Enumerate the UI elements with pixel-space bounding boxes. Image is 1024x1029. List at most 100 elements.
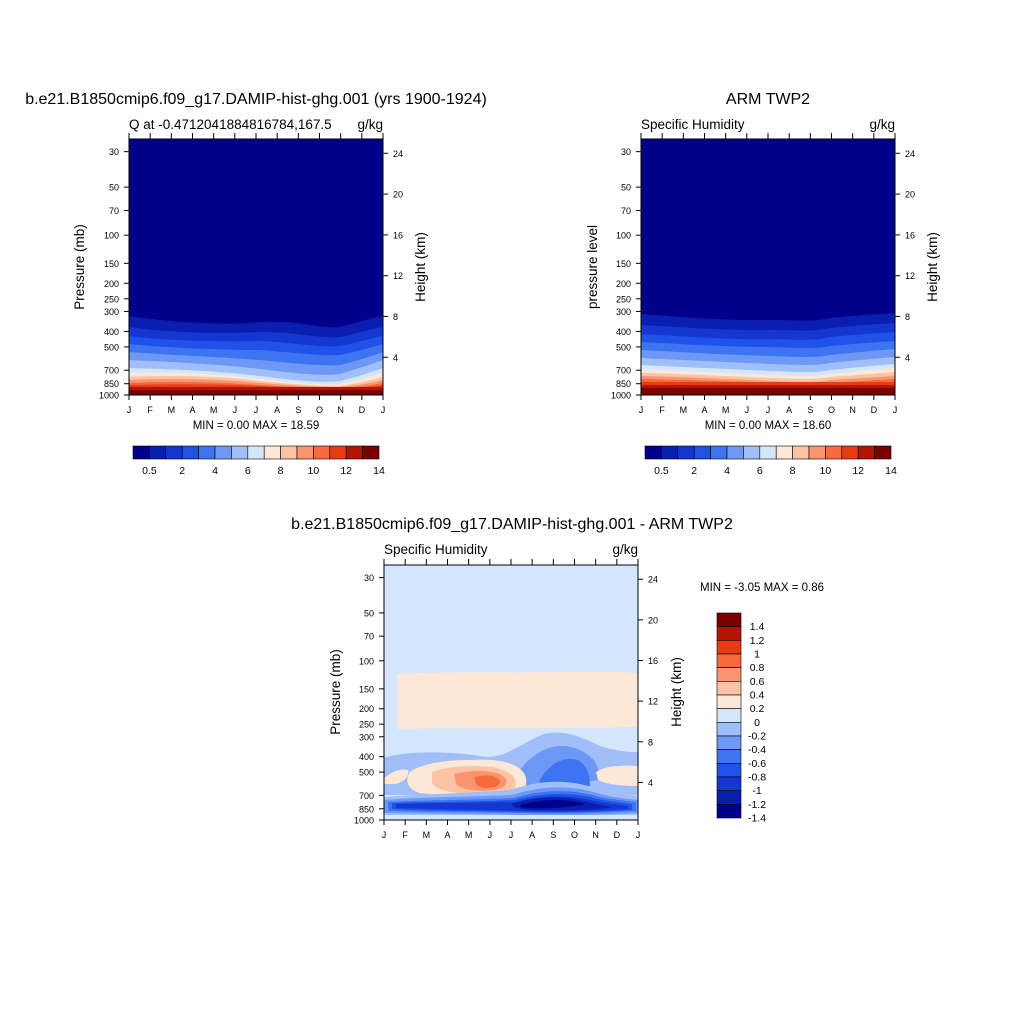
x-tick-label: M (210, 405, 218, 415)
min-max-stats: MIN = 0.00 MAX = 18.59 (193, 420, 320, 432)
x-tick-label: M (168, 405, 176, 415)
colorbar-swatch (716, 626, 742, 641)
y-tick-label: 300 (104, 307, 119, 317)
colorbar-swatch (345, 445, 363, 460)
colorbar-swatch (644, 445, 662, 460)
colorbar-swatch (841, 445, 859, 460)
colorbar-label: 0.5 (654, 465, 669, 477)
y-tick-label: 400 (104, 327, 119, 337)
colorbar-swatch (716, 653, 742, 668)
x-tick-label: J (893, 405, 898, 415)
x-tick-label: A (529, 830, 535, 840)
x-tick-label: O (316, 405, 323, 415)
axis-ticks: 30 50 70 100 150 200 250 300 400 500 700 850 1000 24 2… (354, 559, 658, 840)
colorbar-label: 0.8 (750, 662, 765, 674)
panel-model: b.e21.B1850cmip6.f09_g17.DAMIP-hist-ghg.… (25, 91, 487, 477)
panel-left-subtitle: Specific Humidity (384, 542, 488, 557)
colorbar-label: 12 (852, 465, 864, 477)
x-tick-label: J (488, 830, 493, 840)
colorbar-swatch (181, 445, 199, 460)
colorbar-label: 10 (820, 465, 832, 477)
y-tick-label: 30 (109, 147, 119, 157)
y-tick-label: 850 (359, 804, 374, 814)
x-tick-label: A (701, 405, 707, 415)
colorbar-swatch (132, 445, 150, 460)
y-right-tick-label: 16 (393, 230, 403, 240)
colorbar-label: 6 (757, 465, 763, 477)
panel-title: b.e21.B1850cmip6.f09_g17.DAMIP-hist-ghg.… (25, 91, 487, 108)
y-tick-label: 200 (616, 279, 631, 289)
y-right-tick-label: 24 (393, 149, 403, 159)
x-tick-label: J (636, 830, 641, 840)
x-tick-label: F (659, 405, 665, 415)
panel-units: g/kg (357, 117, 383, 132)
y-tick-label: 100 (104, 231, 119, 241)
colorbar: 0.5 2 4 6 8 10 12 14 (132, 445, 385, 477)
panel-units: g/kg (612, 542, 638, 557)
colorbar-label: 2 (691, 465, 697, 477)
colorbar-swatch (716, 681, 742, 696)
colorbar-swatch (710, 445, 728, 460)
colorbar-label: 1 (754, 649, 760, 661)
x-tick-label: S (550, 830, 556, 840)
colorbar-swatch (165, 445, 183, 460)
colorbar-swatch (726, 445, 744, 460)
y-right-tick-label: 20 (648, 615, 658, 625)
y-tick-label: 1000 (611, 391, 631, 401)
y-right-tick-label: 8 (393, 312, 398, 322)
panel-left-subtitle: Q at -0.4712041884816784,167.5 (129, 117, 332, 132)
colorbar-label: 0.2 (750, 703, 765, 715)
colorbar-swatch (743, 445, 761, 460)
y-tick-label: 150 (359, 684, 374, 694)
contour-field (129, 139, 383, 395)
panel-title: ARM TWP2 (726, 91, 810, 108)
colorbar-label: 4 (212, 465, 218, 477)
min-max-stats: MIN = 0.00 MAX = 18.60 (705, 420, 832, 432)
colorbar-label: 0.4 (750, 690, 765, 702)
x-tick-label: M (722, 405, 730, 415)
colorbar-swatch (716, 612, 742, 627)
colorbar-swatch (661, 445, 679, 460)
colorbar-label: -1.2 (748, 799, 766, 811)
x-tick-label: O (571, 830, 578, 840)
x-tick-label: J (233, 405, 238, 415)
colorbar-label: 14 (373, 465, 385, 477)
x-tick-label: J (509, 830, 514, 840)
y-right-tick-label: 24 (648, 575, 658, 585)
y-axis-label: pressure level (585, 225, 600, 309)
colorbar-swatch (716, 708, 742, 723)
colorbar-label: 1.4 (750, 621, 765, 633)
y-right-tick-label: 4 (648, 778, 653, 788)
y-tick-label: 250 (359, 720, 374, 730)
colorbar-swatch (198, 445, 216, 460)
y-tick-label: 300 (616, 307, 631, 317)
y-right-tick-label: 16 (648, 656, 658, 666)
min-max-stats: MIN = -3.05 MAX = 0.86 (700, 582, 824, 594)
x-tick-label: A (274, 405, 280, 415)
x-tick-label: M (465, 830, 473, 840)
axis-ticks: 30 50 70 100 150 200 250 300 400 500 700 850 1000 24 2… (99, 133, 403, 415)
y-tick-label: 300 (359, 732, 374, 742)
colorbar-label: -0.2 (748, 731, 766, 743)
colorbar-label: 8 (278, 465, 284, 477)
colorbar-label: 2 (179, 465, 185, 477)
colorbar-swatch (263, 445, 281, 460)
colorbar-swatch (874, 445, 892, 460)
colorbar-label: 8 (790, 465, 796, 477)
x-tick-label: N (337, 405, 344, 415)
y-axis-label-right: Height (km) (669, 657, 684, 727)
y-tick-label: 1000 (354, 816, 374, 826)
y-tick-label: 1000 (99, 391, 119, 401)
y-tick-label: 70 (621, 206, 631, 216)
colorbar-label: 6 (245, 465, 251, 477)
y-axis-label: Pressure (mb) (328, 649, 343, 735)
contour-field (641, 139, 895, 395)
y-tick-label: 150 (616, 259, 631, 269)
y-right-tick-label: 8 (905, 312, 910, 322)
panel-left-subtitle: Specific Humidity (641, 117, 745, 132)
y-tick-label: 850 (616, 379, 631, 389)
y-tick-label: 50 (109, 183, 119, 193)
x-tick-label: J (381, 405, 386, 415)
y-right-tick-label: 12 (393, 271, 403, 281)
y-axis-label: Pressure (mb) (72, 224, 87, 310)
